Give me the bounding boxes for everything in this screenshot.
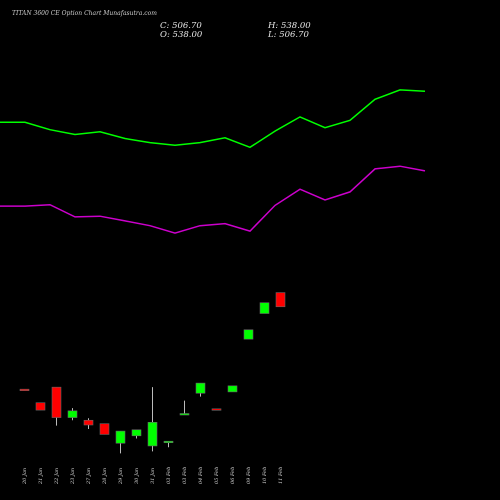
candle <box>51 386 62 426</box>
candle <box>19 388 30 391</box>
candle <box>179 400 190 416</box>
candle <box>115 430 126 454</box>
x-tick-label: 23 Jan <box>70 468 76 485</box>
candle-body <box>211 408 222 411</box>
high-readout: H: 538.00 <box>268 21 311 31</box>
candle <box>259 302 270 314</box>
x-tick-label: 06 Feb <box>230 467 236 484</box>
candle-body <box>35 402 46 411</box>
candles-layer <box>19 292 286 454</box>
candle <box>67 408 78 421</box>
candle-body <box>99 423 110 435</box>
candle <box>243 329 254 340</box>
x-tick-label: 31 Jan <box>150 468 156 484</box>
x-tick-label: 27 Jan <box>86 468 92 485</box>
x-tick-label: 09 Feb <box>246 467 252 484</box>
x-axis-labels: 20 Jan 21 Jan 22 Jan 23 Jan 27 Jan 28 Jan 29 J… <box>22 467 284 485</box>
x-tick-label: 05 Feb <box>214 467 220 484</box>
candle-body <box>275 292 286 308</box>
x-tick-label: 20 Jan <box>22 468 28 485</box>
chart-title: TITAN 3600 CE Option Chart Munafasutra.c… <box>12 10 157 17</box>
open-readout: O: 538.00 <box>160 30 203 40</box>
candle-body <box>179 413 190 416</box>
candle-body <box>163 440 174 444</box>
x-tick-label: 04 Feb <box>198 467 204 484</box>
candle-body <box>243 329 254 340</box>
upper-band-line <box>0 89 426 149</box>
x-tick-label: 10 Feb <box>262 467 268 484</box>
x-tick-label: 21 Jan <box>38 468 44 485</box>
candle <box>195 382 206 397</box>
x-tick-label: 29 Jan <box>118 468 124 485</box>
candle-body <box>51 386 62 418</box>
bands-layer <box>0 89 426 234</box>
x-tick-label: 03 Feb <box>182 467 188 484</box>
candle-body <box>259 302 270 314</box>
candle <box>147 387 158 452</box>
x-tick-label: 30 Jan <box>134 468 140 484</box>
low-readout: L: 506.70 <box>268 30 309 40</box>
candle-body <box>131 429 142 437</box>
x-tick-label: 11 Feb <box>278 467 284 484</box>
candle-body <box>227 385 238 393</box>
candle <box>275 292 286 308</box>
candle-body <box>195 382 206 394</box>
candle-body <box>83 419 94 426</box>
candle-body <box>19 388 30 391</box>
x-tick-label: 22 Jan <box>54 468 60 485</box>
lower-band-line <box>0 165 426 234</box>
candle-body <box>67 410 78 418</box>
x-tick-label: 28 Jan <box>102 468 108 485</box>
candle-body <box>115 430 126 444</box>
x-tick-label: 03 Feb <box>166 467 172 484</box>
candle <box>131 429 142 439</box>
candle-body <box>147 421 158 447</box>
candle <box>83 418 94 430</box>
candle <box>163 440 174 448</box>
close-readout: C: 506.70 <box>160 21 202 31</box>
candle <box>211 408 222 411</box>
candle <box>35 402 46 411</box>
candle <box>227 385 238 393</box>
candle <box>99 423 110 435</box>
